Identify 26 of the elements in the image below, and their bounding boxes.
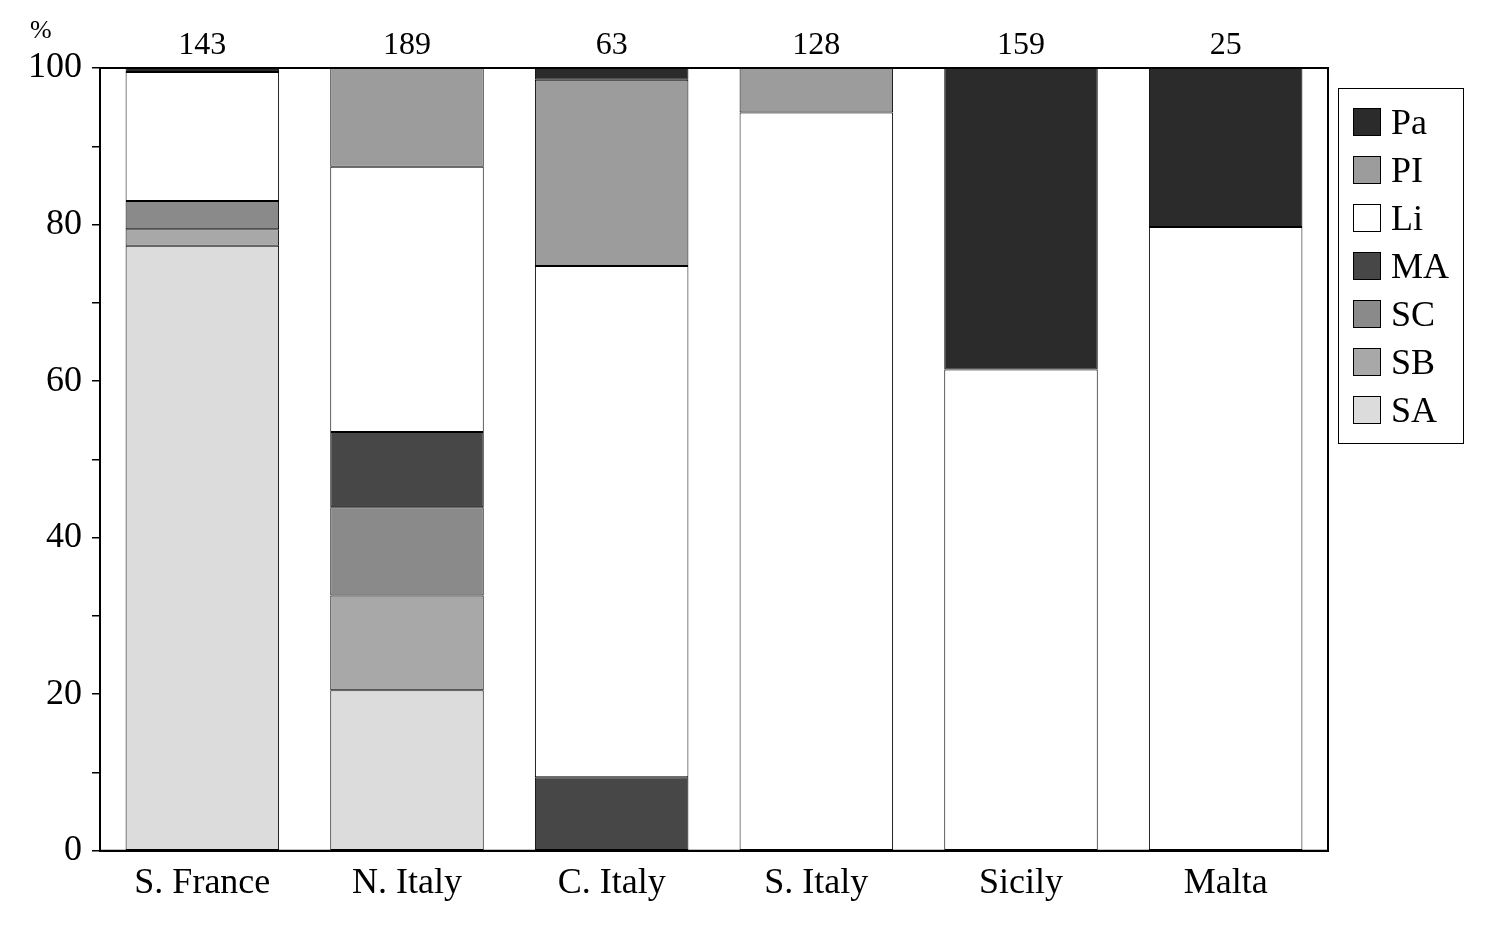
y-tick-label: 60	[46, 358, 82, 399]
text: 189	[383, 25, 431, 62]
x-tick-label: C. Italy	[557, 860, 666, 901]
text: 63	[595, 25, 628, 62]
legend-label: SA	[1391, 389, 1438, 431]
x-tick-label: S. France	[134, 860, 271, 901]
y-tick-label: 80	[46, 202, 82, 243]
y-tick-label: 0	[64, 828, 82, 869]
x-tick-label: S. Italy	[764, 860, 869, 901]
text: 25	[1209, 25, 1242, 62]
text: Li	[1391, 197, 1423, 239]
x-tick-label: N. Italy	[352, 860, 462, 901]
legend-label: SC	[1391, 293, 1436, 335]
y-tick-label: 100	[28, 45, 82, 86]
text: 128	[792, 25, 841, 62]
text: 143	[178, 25, 227, 62]
legend-label: MA	[1391, 245, 1450, 287]
legend-label: Pa	[1391, 101, 1427, 143]
y-axis-title: %	[30, 14, 52, 44]
y-tick-label: 40	[46, 515, 82, 556]
text: 159	[997, 25, 1045, 62]
legend-label: SB	[1391, 341, 1436, 383]
y-tick-label: 20	[46, 671, 82, 712]
legend-label: PI	[1391, 149, 1424, 191]
x-tick-label: Sicily	[978, 860, 1064, 901]
x-tick-label: Malta	[1183, 860, 1268, 901]
